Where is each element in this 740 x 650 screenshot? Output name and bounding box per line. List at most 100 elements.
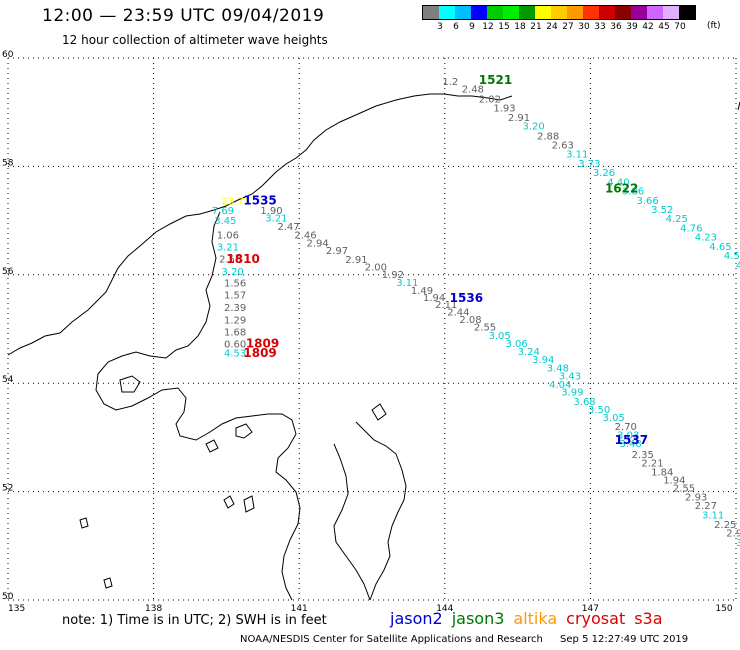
footnote: note: 1) Time is in UTC; 2) SWH is in fe… — [62, 613, 327, 628]
color-swatch — [551, 6, 567, 19]
swh-value: 2.11 — [435, 300, 457, 311]
legend-jason2: jason2 — [390, 609, 443, 628]
swh-value: 2.48 — [462, 85, 484, 96]
swh-value: 1.06 — [217, 230, 239, 241]
swh-value: 4.25 — [666, 214, 688, 225]
sakhalin-island-coastline — [333, 443, 371, 601]
longitude-label: 144 — [436, 604, 453, 614]
swh-value: 3.11 — [396, 278, 418, 289]
latitude-label: 54 — [2, 375, 14, 385]
footer-timestamp: Sep 5 12:27:49 UTC 2019 — [560, 634, 689, 645]
small-island-3 — [205, 439, 219, 453]
color-swatch — [567, 6, 583, 19]
color-scale-labels: 3 6 9 12 15 18 21 24 27 30 33 36 39 42 45 70 — [422, 20, 696, 34]
swh-value: 3.11 — [566, 150, 588, 161]
small-island-4 — [243, 495, 255, 513]
swh-value: 3.50 — [588, 405, 610, 416]
pass-time-label: 1537 — [615, 433, 648, 447]
color-scale-tick: 70 — [674, 22, 686, 32]
swh-value: 3.43 — [559, 371, 581, 382]
swh-value: 2.88 — [537, 131, 559, 142]
swh-value: 1.49 — [411, 286, 433, 297]
latitude-label: 60 — [2, 50, 14, 60]
swh-value: 3.26 — [593, 168, 615, 179]
swh-value: 1.57 — [224, 291, 246, 302]
pass-time-label: 1535 — [243, 193, 276, 207]
swh-value: 3.20 — [522, 122, 544, 133]
swh-value: 1.56 — [224, 279, 246, 290]
footer-agency: NOAA/NESDIS Center for Satellite Applica… — [240, 634, 543, 645]
swh-value: 2.44 — [447, 307, 469, 318]
swh-value: 3.45 — [214, 216, 236, 227]
color-scale-tick: 3 — [437, 22, 443, 32]
legend-cryosat: cryosat — [566, 609, 626, 628]
legend-altika: altika — [513, 609, 558, 628]
color-swatch — [471, 6, 487, 19]
lat-lon-grid — [7, 57, 737, 601]
swh-value: 4.59 — [724, 251, 740, 262]
swh-value: 2.25 — [714, 520, 736, 531]
latitude-label: 50 — [2, 592, 14, 602]
small-island-8 — [371, 403, 387, 421]
legend-s3a: s3a — [634, 609, 663, 628]
footer-credit: NOAA/NESDIS Center for Satellite Applica… — [240, 634, 688, 645]
color-swatch — [423, 6, 439, 19]
color-scale-tick: 36 — [610, 22, 622, 32]
color-swatch — [503, 6, 519, 19]
satellite-legend: jason2 jason3 altika cryosat s3a — [390, 609, 672, 628]
color-swatch — [663, 6, 679, 19]
swh-value: 2.70 — [615, 422, 637, 433]
swh-value: 2.93 — [685, 492, 707, 503]
longitude-label: 141 — [291, 604, 308, 614]
pass-time-label: 1809 — [243, 346, 276, 360]
swh-value: 4.50 — [736, 260, 740, 271]
swh-value: 3.21 — [217, 242, 239, 253]
swh-value: 1.90 — [260, 206, 282, 217]
small-island-1 — [119, 375, 141, 393]
swh-value: 1.94 — [663, 475, 685, 486]
pass-time-label: 1536 — [450, 291, 483, 305]
swh-value: 1.84 — [651, 467, 673, 478]
swh-measurements: 1.22.482.021.932.913.202.882.633.113.733… — [212, 77, 740, 549]
latitude-label: 58 — [2, 158, 14, 168]
swh-value: 3.73 — [578, 159, 600, 170]
small-island-6 — [103, 577, 113, 589]
color-scale-tick: 9 — [469, 22, 475, 32]
swh-value: 4.76 — [680, 223, 702, 234]
swh-value: 7.69 — [212, 206, 234, 217]
swh-value: 3.34 — [736, 538, 740, 549]
color-scale-tick: 45 — [658, 22, 670, 32]
swh-value: 2.97 — [326, 246, 348, 257]
color-scale-tick: 18 — [514, 22, 526, 32]
swh-value: 4.53 — [224, 349, 246, 360]
color-swatch — [599, 6, 615, 19]
color-scale-tick: 21 — [530, 22, 542, 32]
swh-value: 2.91 — [508, 113, 530, 124]
swh-value: 3.03 — [617, 430, 639, 441]
longitude-label: 150 — [715, 604, 732, 614]
mainland-coastline — [7, 93, 513, 356]
swh-value: 3.05 — [603, 413, 625, 424]
longitude-label: 138 — [145, 604, 162, 614]
color-scale-tick: 24 — [546, 22, 558, 32]
swh-value: 1.92 — [382, 270, 404, 281]
color-swatch — [679, 6, 695, 19]
swh-value: 0.60 — [224, 339, 246, 350]
swh-value: 2.47 — [277, 222, 299, 233]
swh-value: 2.55 — [673, 484, 695, 495]
color-scale-tick: 30 — [578, 22, 590, 32]
color-scale-unit: (ft) — [707, 21, 721, 31]
pass-time-label: 1622 — [605, 181, 638, 195]
swh-value: 1.29 — [224, 316, 246, 327]
swh-value: 3.48 — [547, 363, 569, 374]
color-scale-tick: 27 — [562, 22, 574, 32]
swh-value: 2.21 — [641, 459, 663, 470]
color-scale-tick: 12 — [482, 22, 494, 32]
swh-value: 4.23 — [695, 233, 717, 244]
swh-value: 2.00 — [365, 262, 387, 273]
swh-value: 2.55 — [474, 323, 496, 334]
swh-value: 3.21 — [265, 214, 287, 225]
axis-labels: 60 58 56 54 52 50 135 138 141 144 147 150 — [2, 50, 733, 614]
